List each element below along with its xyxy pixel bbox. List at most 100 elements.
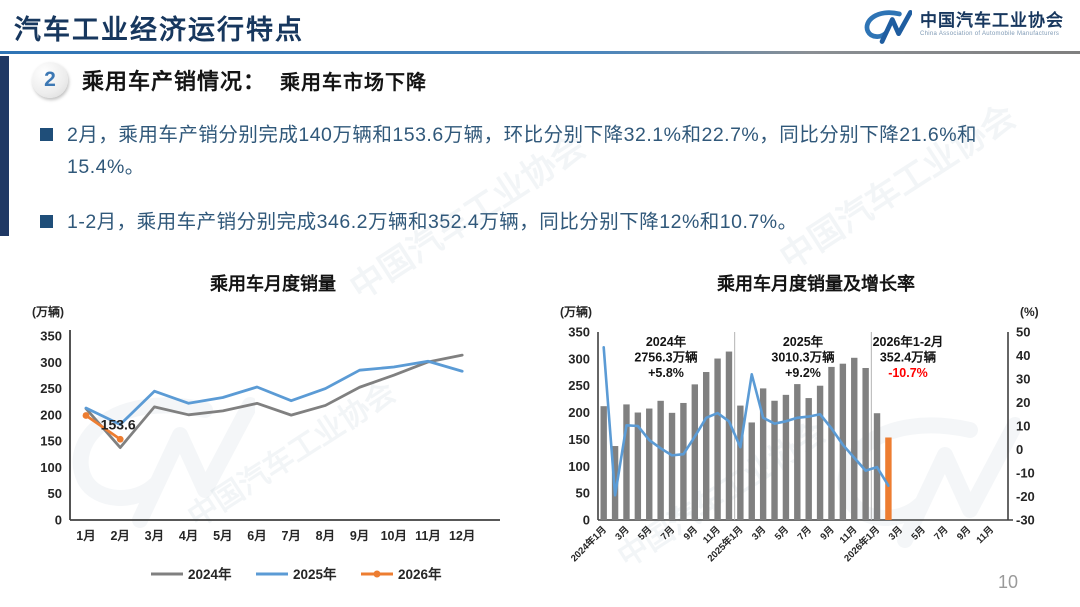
- x-tick-label: 3月: [887, 524, 905, 542]
- header-divider: [0, 51, 1080, 54]
- y-tick-label: 50: [48, 486, 62, 501]
- bullet-square-icon: [40, 128, 53, 141]
- sales-bar: [782, 394, 790, 520]
- section-heading: 2 乘用车产销情况： 乘用车市场下降: [32, 62, 427, 98]
- sales-bar: [828, 366, 835, 520]
- x-tick-label: 2024年1月: [568, 524, 609, 565]
- sales-bar: [862, 367, 869, 520]
- y-tick-label: 250: [40, 381, 62, 396]
- right-tick-label: 10: [1016, 419, 1030, 434]
- left-tick-label: 350: [568, 325, 590, 340]
- year-annotation: 2756.3万辆: [634, 350, 698, 365]
- sales-bar: [623, 404, 630, 520]
- monthly-sales-line-chart: 乘用车月度销量 (万辆) 0 50 100 150 200 250 300 350 1月 2月 3月 4月…: [18, 268, 518, 605]
- x-tick-label: 5月: [909, 524, 927, 542]
- data-label: 153.6: [101, 416, 136, 432]
- bullet-list: 2月，乘用车产销分别完成140万辆和153.6万辆，环比分别下降32.1%和22…: [40, 120, 1008, 263]
- legend-marker: [373, 570, 381, 578]
- section-heading-main: 乘用车产销情况：: [82, 69, 267, 94]
- sales-bar: [634, 412, 642, 520]
- year-annotation: 2024年: [646, 334, 687, 349]
- right-axis-unit: (%): [1020, 305, 1039, 319]
- x-tick-label: 5月: [773, 524, 791, 542]
- x-tick-label: 11月: [415, 529, 441, 543]
- x-tick-label: 3月: [750, 524, 768, 542]
- sales-bar: [714, 358, 721, 520]
- series-marker-2026年: [82, 412, 90, 419]
- x-tick-label: 12月: [449, 529, 475, 543]
- logo-org-name-en: China Association of Automobile Manufact…: [920, 31, 1060, 38]
- sales-bar: [702, 372, 710, 520]
- y-tick-label: 200: [40, 407, 62, 422]
- sales-bar: [668, 412, 676, 520]
- x-tick-label: 2月: [110, 529, 129, 543]
- year-annotation-highlight: -10.7%: [888, 366, 928, 380]
- x-tick-label: 10月: [381, 529, 407, 543]
- y-tick-label: 350: [40, 329, 62, 344]
- sales-bar: [771, 400, 778, 520]
- caam-logo: 中国汽车工业协会 China Association of Automobile…: [860, 5, 1064, 45]
- year-annotation: +5.8%: [648, 366, 684, 380]
- legend-label: 2024年: [188, 566, 232, 582]
- x-tick-label: 5月: [213, 529, 232, 543]
- series-line-2025年: [84, 359, 464, 426]
- bullet-text: 1-2月，乘用车产销分别完成346.2万辆和352.4万辆，同比分别下降12%和…: [67, 211, 798, 234]
- y-tick-label: 300: [40, 355, 62, 370]
- x-tick-label: 7月: [659, 524, 677, 542]
- bullet-item: 2月，乘用车产销分别完成140万辆和153.6万辆，环比分别下降32.1%和22…: [40, 120, 1008, 183]
- left-tick-label: 250: [568, 378, 590, 393]
- sales-bar: [600, 406, 607, 520]
- left-axis-unit: (万辆): [560, 304, 592, 319]
- x-tick-label: 11月: [974, 524, 996, 546]
- sales-bar: [816, 385, 824, 520]
- section-number-badge: 2: [32, 62, 68, 98]
- legend-label: 2025年: [293, 566, 337, 582]
- left-tick-label: 0: [583, 513, 590, 528]
- right-tick-label: -30: [1016, 513, 1035, 528]
- sales-bar: [794, 384, 801, 520]
- right-tick-label: -20: [1016, 489, 1035, 504]
- right-tick-label: 0: [1016, 442, 1023, 457]
- right-tick-label: 30: [1016, 372, 1030, 387]
- year-annotation: +9.2%: [785, 366, 821, 380]
- y-axis-unit: (万辆): [32, 304, 64, 319]
- sales-bar: [737, 405, 744, 520]
- right-tick-label: -10: [1016, 466, 1035, 481]
- left-tick-label: 200: [568, 405, 590, 420]
- chart-title: 乘用车月度销量: [209, 273, 336, 294]
- x-tick-label: 7月: [281, 529, 300, 543]
- page-number: 10: [997, 572, 1018, 592]
- bullet-item: 1-2月，乘用车产销分别完成346.2万辆和352.4万辆，同比分别下降12%和…: [40, 207, 1008, 239]
- caam-logo-icon: [864, 10, 912, 44]
- monthly-sales-growth-chart: 乘用车月度销量及增长率 (万辆) (%) 0 50 100 150 200 250 300 350-…: [548, 268, 1068, 605]
- growth-rate-line: [602, 345, 890, 497]
- x-tick-label: 8月: [316, 529, 335, 543]
- left-tick-label: 50: [576, 486, 590, 501]
- sales-bar: [851, 357, 858, 520]
- left-tick-label: 150: [568, 432, 590, 447]
- x-tick-label: 9月: [955, 524, 973, 542]
- y-tick-label: 150: [40, 434, 62, 449]
- sales-bar: [885, 437, 892, 520]
- right-tick-label: 20: [1016, 395, 1030, 410]
- logo-org-name: 中国汽车工业协会: [920, 11, 1064, 31]
- series-line-2024年: [84, 353, 464, 450]
- x-tick-label: 9月: [682, 524, 700, 542]
- year-annotation: 352.4万辆: [880, 350, 937, 365]
- x-tick-label: 5月: [636, 524, 654, 542]
- charts-row: 乘用车月度销量 (万辆) 0 50 100 150 200 250 300 350 1月 2月 3月 4月…: [18, 268, 1068, 605]
- x-tick-label: 1月: [76, 529, 95, 543]
- y-tick-label: 0: [55, 513, 62, 528]
- left-tick-label: 300: [568, 351, 590, 366]
- sales-bar: [759, 388, 767, 520]
- x-tick-label: 3月: [613, 524, 631, 542]
- sales-bar: [680, 402, 687, 520]
- y-tick-label: 100: [40, 460, 62, 475]
- right-tick-label: 40: [1016, 348, 1030, 363]
- sales-bar: [646, 408, 653, 520]
- x-tick-label: 7月: [932, 524, 950, 542]
- bullet-text: 2月，乘用车产销分别完成140万辆和153.6万辆，环比分别下降32.1%和22…: [67, 124, 978, 178]
- year-annotation: 2026年1-2月: [873, 334, 944, 349]
- sales-bar: [725, 351, 733, 520]
